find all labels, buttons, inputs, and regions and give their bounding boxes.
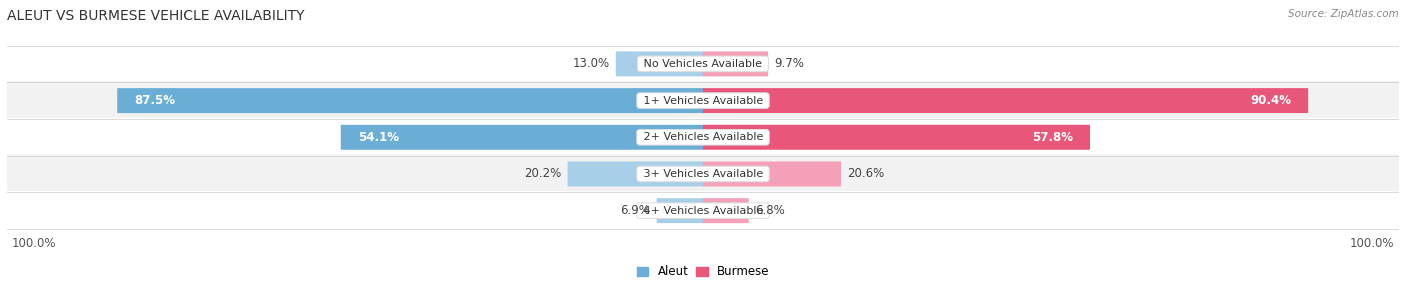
Text: 3+ Vehicles Available: 3+ Vehicles Available [640,169,766,179]
FancyBboxPatch shape [703,198,749,223]
FancyBboxPatch shape [703,51,768,76]
FancyBboxPatch shape [7,154,1399,193]
FancyBboxPatch shape [703,88,1308,113]
Text: 87.5%: 87.5% [134,94,176,107]
Text: 9.7%: 9.7% [775,57,804,70]
FancyBboxPatch shape [340,125,703,150]
FancyBboxPatch shape [703,162,841,186]
Text: 6.9%: 6.9% [620,204,650,217]
FancyBboxPatch shape [703,125,1090,150]
Text: 13.0%: 13.0% [572,57,609,70]
FancyBboxPatch shape [7,191,1399,230]
Text: 20.2%: 20.2% [524,168,561,180]
Text: 1+ Vehicles Available: 1+ Vehicles Available [640,96,766,106]
FancyBboxPatch shape [7,118,1399,157]
FancyBboxPatch shape [657,198,703,223]
Text: Source: ZipAtlas.com: Source: ZipAtlas.com [1288,9,1399,19]
FancyBboxPatch shape [117,88,703,113]
FancyBboxPatch shape [616,51,703,76]
Text: 4+ Vehicles Available: 4+ Vehicles Available [640,206,766,216]
FancyBboxPatch shape [7,81,1399,120]
Text: 20.6%: 20.6% [848,168,884,180]
Text: No Vehicles Available: No Vehicles Available [640,59,766,69]
Text: 2+ Vehicles Available: 2+ Vehicles Available [640,132,766,142]
Text: 90.4%: 90.4% [1250,94,1291,107]
Text: 57.8%: 57.8% [1032,131,1073,144]
Legend: Aleut, Burmese: Aleut, Burmese [631,261,775,283]
FancyBboxPatch shape [568,162,703,186]
Text: ALEUT VS BURMESE VEHICLE AVAILABILITY: ALEUT VS BURMESE VEHICLE AVAILABILITY [7,9,305,23]
Text: 54.1%: 54.1% [357,131,399,144]
FancyBboxPatch shape [7,44,1399,83]
Text: 6.8%: 6.8% [755,204,785,217]
